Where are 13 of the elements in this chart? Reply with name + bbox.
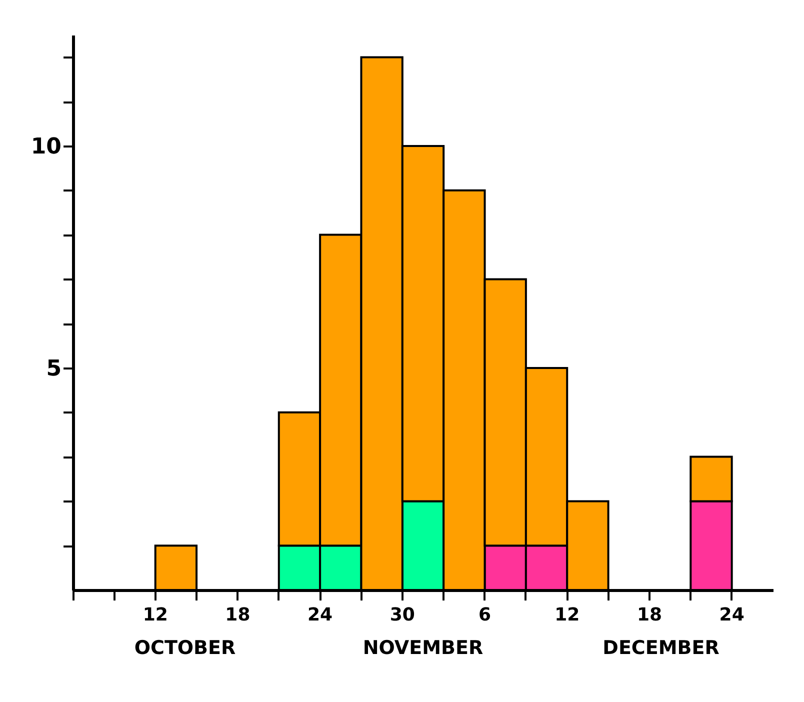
x-tick-label: 24 bbox=[719, 604, 744, 626]
x-tick-label: 30 bbox=[390, 604, 415, 626]
x-tick-label: 12 bbox=[554, 604, 580, 626]
y-tick-label: 10 bbox=[30, 134, 62, 160]
x-tick-label: 18 bbox=[636, 604, 662, 626]
y-tick-label: 5 bbox=[46, 356, 62, 382]
x-tick-label: 6 bbox=[478, 604, 492, 626]
text: DECEMBER bbox=[602, 637, 720, 659]
text: NOVEMBER bbox=[362, 637, 484, 659]
x-tick-label: 18 bbox=[225, 604, 250, 626]
x-tick-label: 12 bbox=[142, 604, 168, 626]
text: OCTOBER bbox=[134, 637, 236, 659]
x-tick-label: 24 bbox=[308, 604, 333, 626]
